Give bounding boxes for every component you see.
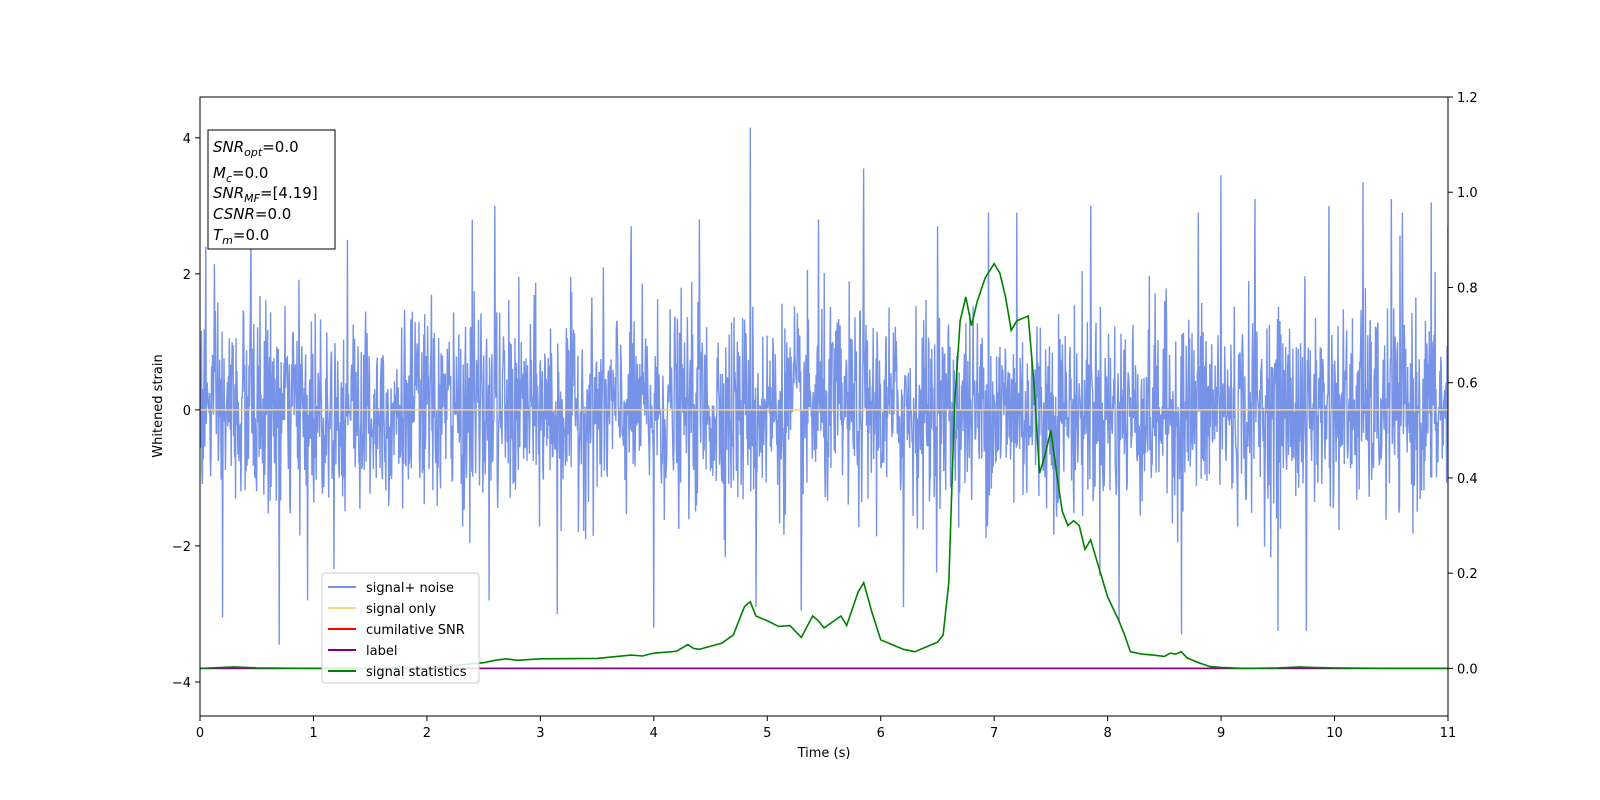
info-csnr: CSNR=0.0 <box>213 205 291 223</box>
y-tick-label: 4 <box>183 132 191 147</box>
x-axis-label: Time (s) <box>797 746 851 761</box>
y2-tick-label: 1.0 <box>1457 186 1478 201</box>
y-axis-left: −4 −2 0 2 4 <box>172 132 200 691</box>
y-tick-label: 0 <box>183 404 191 419</box>
y2-tick-label: 1.2 <box>1457 91 1478 106</box>
y-axis-right: 0.0 0.2 0.4 0.6 0.8 1.0 1.2 <box>1448 91 1478 677</box>
x-tick-label: 1 <box>309 726 317 741</box>
legend-label: label <box>366 644 397 659</box>
info-snr-opt: SNRopt=0.0 <box>213 138 299 159</box>
y2-tick-label: 0.8 <box>1457 281 1478 296</box>
x-tick-label: 3 <box>536 726 544 741</box>
y2-tick-label: 0.6 <box>1457 377 1478 392</box>
y2-tick-label: 0.2 <box>1457 567 1478 582</box>
legend-label: cumilative SNR <box>366 623 465 638</box>
y-tick-label: −2 <box>172 540 191 555</box>
series-line-signal-noise <box>200 127 1448 645</box>
legend: signal+ noise signal only cumilative SNR la… <box>321 572 480 684</box>
info-box: SNRopt=0.0 Mc=0.0 SNRMF=[4.19] CSNR=0.0 … <box>207 129 336 250</box>
legend-label: signal only <box>366 602 436 617</box>
axes-frame <box>199 96 1449 717</box>
legend-label: signal+ noise <box>366 581 454 596</box>
info-mc: Mc=0.0 <box>213 164 268 185</box>
legend-label: signal statistics <box>366 665 467 680</box>
y-tick-label: 2 <box>183 268 191 283</box>
x-tick-label: 9 <box>1217 726 1225 741</box>
y-tick-label: −4 <box>172 676 191 691</box>
info-snr-mf: SNRMF=[4.19] <box>213 184 318 205</box>
x-tick-label: 11 <box>1440 726 1457 741</box>
info-tm: Tm=0.0 <box>213 226 269 247</box>
x-tick-label: 8 <box>1103 726 1111 741</box>
x-tick-label: 10 <box>1326 726 1343 741</box>
x-tick-label: 5 <box>763 726 771 741</box>
y2-tick-label: 0.0 <box>1457 662 1478 677</box>
x-tick-label: 2 <box>423 726 431 741</box>
x-tick-label: 7 <box>990 726 998 741</box>
x-axis: 0 1 2 3 4 5 6 7 8 9 10 11 <box>196 716 1456 741</box>
x-tick-label: 0 <box>196 726 204 741</box>
y-axis-label: Whitened strain <box>151 354 166 457</box>
x-tick-label: 6 <box>877 726 885 741</box>
series-line-signal-statistics <box>200 262 1448 670</box>
y2-tick-label: 0.4 <box>1457 472 1478 487</box>
x-tick-label: 4 <box>650 726 658 741</box>
